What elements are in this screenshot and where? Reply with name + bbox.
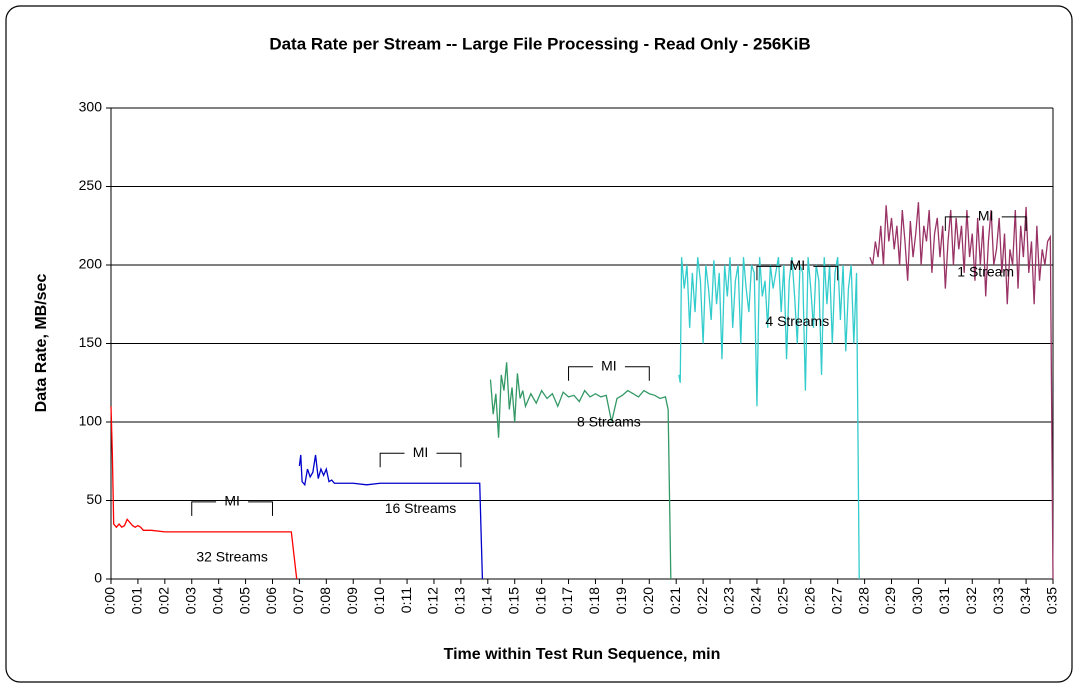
x-tick-label: 0:18 — [586, 587, 602, 614]
mi-bracket — [568, 366, 650, 381]
x-tick-label: 0:06 — [263, 587, 279, 614]
x-tick-label: 0:20 — [640, 587, 656, 614]
x-tick-label: 0:14 — [479, 587, 495, 614]
mi-label: MI — [224, 493, 240, 509]
x-tick-label: 0:03 — [182, 587, 198, 614]
y-tick-label: 150 — [79, 334, 103, 350]
x-tick-label: 0:23 — [721, 587, 737, 614]
x-tick-label: 0:12 — [425, 587, 441, 614]
y-tick-label: 200 — [79, 256, 103, 272]
y-tick-label: 100 — [79, 413, 103, 429]
x-tick-label: 0:26 — [801, 587, 817, 614]
x-tick-label: 0:33 — [990, 587, 1006, 614]
x-tick-label: 0:21 — [667, 587, 683, 614]
x-tick-label: 0:35 — [1044, 587, 1060, 614]
x-tick-label: 0:24 — [748, 587, 764, 614]
x-tick-label: 0:28 — [855, 587, 871, 614]
series-label: 4 Streams — [765, 313, 829, 329]
mi-label: MI — [790, 257, 806, 273]
x-tick-label: 0:32 — [963, 587, 979, 614]
x-tick-label: 0:15 — [505, 587, 521, 614]
x-tick-label: 0:10 — [371, 587, 387, 614]
chart-title: Data Rate per Stream -- Large File Proce… — [269, 34, 810, 53]
x-tick-label: 0:30 — [909, 587, 925, 614]
x-tick-label: 0:16 — [532, 587, 548, 614]
series-label: 32 Streams — [196, 549, 268, 565]
x-tick-label: 0:34 — [1017, 587, 1033, 614]
x-tick-label: 0:29 — [882, 587, 898, 614]
x-tick-label: 0:19 — [613, 587, 629, 614]
y-tick-label: 0 — [94, 570, 102, 586]
mi-label: MI — [978, 208, 994, 224]
mi-bracket — [756, 265, 839, 281]
mi-bracket — [379, 452, 462, 468]
y-axis-title: Data Rate, MB/sec — [33, 274, 50, 413]
series-label: 1 Stream — [957, 264, 1014, 280]
x-tick-label: 0:25 — [775, 587, 791, 614]
series-line — [678, 257, 860, 580]
x-tick-label: 0:08 — [317, 587, 333, 614]
x-tick-label: 0:27 — [828, 587, 844, 614]
series-line — [869, 202, 1054, 580]
x-tick-label: 0:31 — [936, 587, 952, 614]
x-tick-label: 0:05 — [236, 587, 252, 614]
mi-label: MI — [601, 357, 617, 373]
x-tick-label: 0:02 — [156, 587, 172, 614]
mi-bracket — [944, 216, 1027, 231]
x-tick-label: 0:09 — [344, 587, 360, 614]
series-label: 8 Streams — [577, 413, 641, 429]
y-tick-label: 50 — [86, 491, 102, 507]
mi-bracket — [191, 501, 273, 516]
x-tick-label: 0:17 — [559, 587, 575, 614]
series-label: 16 Streams — [385, 500, 457, 516]
x-tick-label: 0:11 — [398, 587, 414, 613]
x-tick-label: 0:01 — [129, 587, 145, 614]
series-line — [110, 406, 298, 580]
series-line — [489, 362, 672, 580]
x-tick-label: 0:13 — [452, 587, 468, 614]
x-tick-label: 0:04 — [209, 587, 225, 614]
x-tick-label: 0:00 — [102, 587, 118, 614]
mi-label: MI — [413, 444, 429, 460]
y-tick-label: 300 — [79, 99, 103, 115]
series-line — [298, 454, 484, 580]
x-axis-title: Time within Test Run Sequence, min — [444, 646, 721, 663]
x-tick-label: 0:22 — [694, 587, 710, 614]
x-tick-label: 0:07 — [290, 587, 306, 614]
y-tick-label: 250 — [79, 177, 103, 193]
